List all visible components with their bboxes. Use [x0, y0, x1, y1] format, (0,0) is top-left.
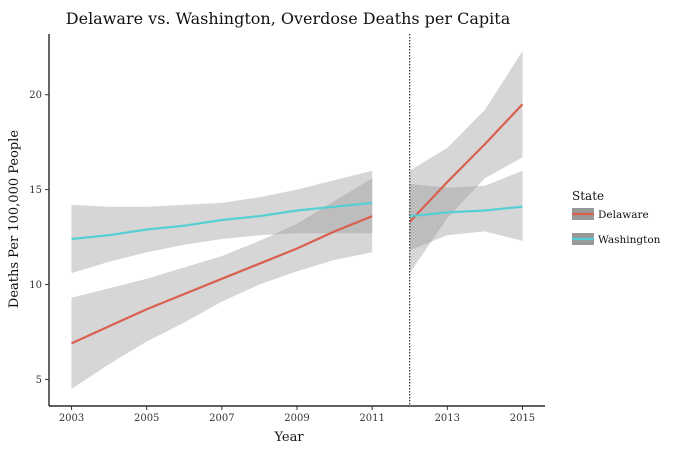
legend-label-delaware: Delaware [598, 209, 649, 221]
legend-title: State [572, 189, 604, 203]
series-lines [71, 103, 524, 345]
confidence-band-washington-1 [71, 170, 373, 274]
y-tick-label: 5 [36, 375, 42, 386]
legend: State Delaware Washington [572, 189, 661, 246]
confidence-bands [71, 51, 523, 389]
y-tick-label: 10 [29, 280, 42, 291]
chart-title: Delaware vs. Washington, Overdose Deaths… [66, 9, 511, 28]
x-axis-ticks: 2003 2005 2007 2009 2011 2013 2015 [59, 406, 535, 424]
x-axis-label: Year [273, 430, 304, 445]
confidence-band-delaware-1 [71, 178, 373, 389]
legend-item-delaware: Delaware [572, 208, 649, 221]
series-line-delaware-2 [408, 103, 524, 223]
legend-label-washington: Washington [598, 234, 661, 246]
legend-item-washington: Washington [572, 233, 661, 246]
y-axis-ticks: 5 10 15 20 [29, 90, 49, 386]
x-tick-label: 2013 [435, 413, 460, 424]
series-line-washington-1 [71, 201, 373, 241]
series-line-washington-2 [409, 205, 523, 218]
y-tick-label: 20 [29, 90, 42, 101]
series-line-delaware-1 [71, 215, 373, 345]
x-tick-label: 2009 [284, 413, 309, 424]
y-tick-label: 15 [29, 185, 42, 196]
x-tick-label: 2003 [59, 413, 84, 424]
y-axis-label: Deaths Per 100,000 People [7, 130, 22, 309]
x-tick-label: 2011 [359, 413, 384, 424]
x-tick-label: 2005 [134, 413, 159, 424]
x-tick-label: 2015 [510, 413, 535, 424]
x-tick-label: 2007 [209, 413, 234, 424]
